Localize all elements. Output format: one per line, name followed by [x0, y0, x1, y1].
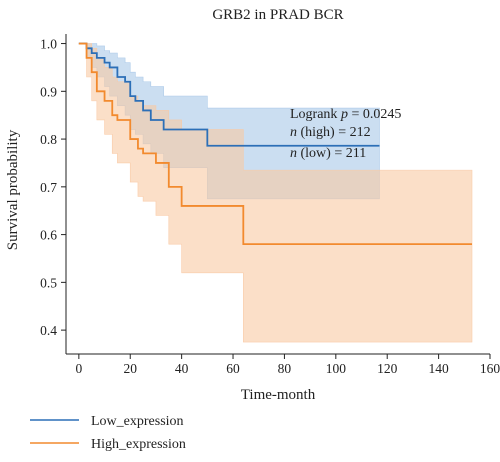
x-tick-label: 40 — [175, 361, 189, 376]
annotation-line-3: n (low) = 211 — [290, 146, 366, 161]
x-tick-label: 120 — [377, 361, 398, 376]
chart-title: GRB2 in PRAD BCR — [212, 7, 343, 23]
legend-label-high: High_expression — [91, 437, 186, 452]
low-expression-curve — [78, 42, 380, 147]
y-ticks: 0.4 0.5 0.6 0.7 0.8 0.9 1.0 — [40, 37, 66, 338]
x-axis-label: Time-month — [241, 387, 316, 403]
x-tick-label: 60 — [226, 361, 240, 376]
x-tick-label: 80 — [278, 361, 292, 376]
legend: Low_expression High_expression — [30, 414, 186, 452]
x-tick-label: 20 — [123, 361, 137, 376]
survival-curves — [78, 42, 473, 246]
legend-label-low: Low_expression — [91, 414, 184, 429]
logrank-annotation: Logrank p = 0.0245 n (high) = 212 n (low… — [290, 107, 401, 161]
y-tick-label: 0.7 — [40, 180, 57, 195]
y-tick-label: 0.5 — [40, 275, 57, 290]
x-tick-label: 140 — [428, 361, 449, 376]
x-tick-label: 100 — [326, 361, 347, 376]
y-axis-label: Survival probability — [5, 129, 21, 250]
x-tick-label: 0 — [75, 361, 82, 376]
y-tick-label: 1.0 — [40, 37, 57, 52]
y-tick-label: 0.8 — [40, 132, 57, 147]
x-tick-label: 160 — [480, 361, 500, 376]
y-tick-label: 0.6 — [40, 228, 57, 243]
x-ticks: 0 20 40 60 80 100 120 140 160 — [75, 354, 500, 376]
high-expression-ci-band — [78, 43, 473, 343]
y-tick-label: 0.9 — [40, 84, 57, 99]
high-expression-curve — [78, 42, 473, 246]
annotation-line-1: Logrank p = 0.0245 — [290, 107, 401, 122]
annotation-line-2: n (high) = 212 — [290, 125, 371, 140]
axes — [65, 34, 490, 355]
y-tick-label: 0.4 — [40, 323, 57, 338]
confidence-bands — [78, 43, 473, 343]
